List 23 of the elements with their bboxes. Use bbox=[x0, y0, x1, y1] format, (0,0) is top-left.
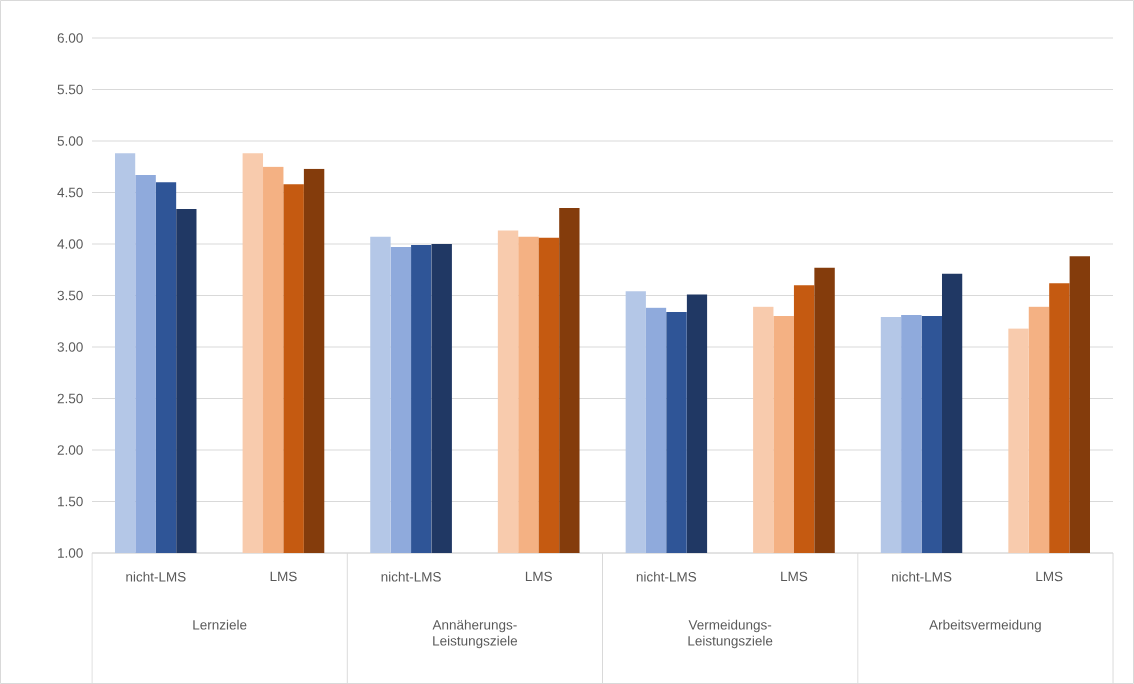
y-tick-label: 3.50 bbox=[57, 290, 83, 301]
x-tick-label: nicht-LMS bbox=[892, 571, 952, 582]
y-tick-label: 3.00 bbox=[57, 341, 83, 352]
y-tick-label: 4.50 bbox=[57, 187, 83, 198]
text: Arbeitsvermeidung bbox=[929, 619, 1041, 633]
y-tick-label: 1.50 bbox=[58, 496, 83, 507]
y-tick-label: 4.00 bbox=[57, 238, 83, 249]
x-tick-label: LMS bbox=[525, 571, 552, 581]
x-tick-label: LMS bbox=[1036, 571, 1063, 581]
text: Annäherungs-Leistungsziele bbox=[432, 619, 518, 649]
y-tick-label: 1.00 bbox=[58, 547, 83, 558]
x-tick-label: nicht-LMS bbox=[126, 571, 186, 582]
x-tick-label: LMS bbox=[781, 571, 808, 581]
y-tick-label: 5.50 bbox=[57, 84, 83, 95]
y-tick-label: 2.00 bbox=[57, 444, 83, 455]
x-tick-label: LMS bbox=[270, 571, 297, 581]
y-tick-label: 5.00 bbox=[57, 135, 83, 146]
text: Vermeidungs-Leistungsziele bbox=[688, 619, 773, 649]
x-tick-label: nicht-LMS bbox=[381, 571, 441, 582]
x-tick-label: nicht-LMS bbox=[636, 571, 697, 582]
y-tick-label: 2.50 bbox=[57, 393, 83, 404]
text: Lernziele bbox=[193, 619, 247, 630]
y-tick-label: 6.00 bbox=[57, 32, 83, 43]
